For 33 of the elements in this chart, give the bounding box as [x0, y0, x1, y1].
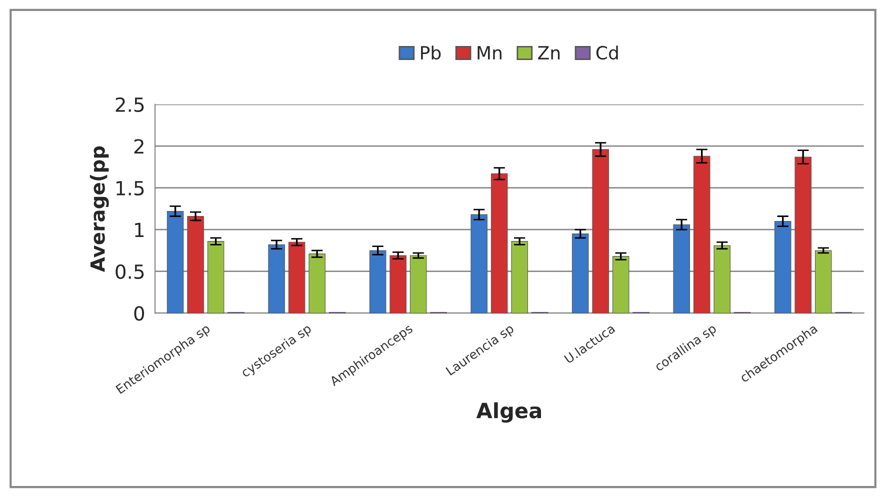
y-tick-label: 2.5: [116, 97, 144, 112]
bar: [187, 216, 204, 314]
bar: [268, 244, 285, 314]
y-tick-label: 1.5: [116, 181, 144, 196]
bar: [511, 241, 528, 314]
bar: [490, 173, 508, 314]
legend-label: Pb: [421, 46, 441, 60]
bar: [410, 255, 427, 314]
bar: [390, 255, 406, 314]
bar: [369, 250, 386, 314]
y-tick-label: 0: [134, 306, 144, 321]
y-axis-title: Average(pp: [90, 146, 109, 272]
bar: [166, 210, 184, 314]
bar: [693, 156, 710, 314]
bar: [207, 241, 224, 314]
y-tick-label: 0.5: [116, 264, 144, 280]
bar: [572, 234, 589, 314]
y-tick-label: 2: [134, 139, 144, 154]
legend-label: Zn: [538, 46, 560, 60]
bar: [774, 220, 792, 314]
bar: [814, 250, 832, 314]
bar: [592, 149, 609, 314]
y-tick-label: 1: [135, 222, 144, 237]
bar: [288, 242, 306, 314]
legend-label: Mn: [478, 46, 502, 60]
bar: [308, 254, 326, 314]
bar: [673, 224, 690, 314]
bar: [470, 214, 488, 314]
bar: [794, 156, 812, 314]
bar: [714, 245, 730, 314]
x-axis-title: Algea: [476, 402, 541, 423]
bar: [612, 256, 630, 314]
legend-label: Cd: [596, 46, 618, 60]
